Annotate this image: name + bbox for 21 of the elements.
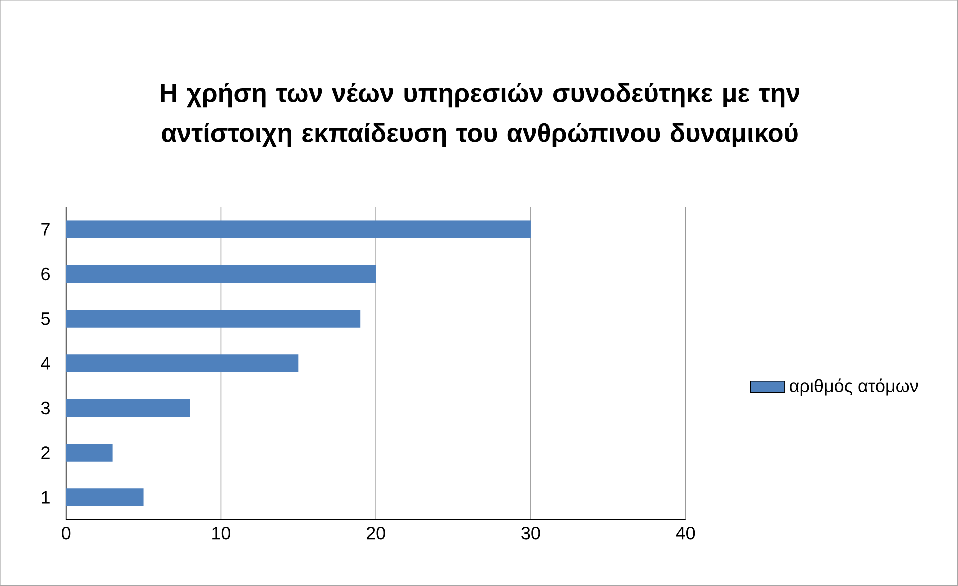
- y-tick-label: 7: [42, 223, 50, 236]
- y-tick-label: 1: [42, 491, 50, 504]
- bar: [66, 444, 113, 462]
- y-tick-label: 2: [42, 446, 50, 460]
- x-tick-label: 20: [366, 526, 386, 540]
- y-tick-label: 6: [42, 268, 50, 280]
- legend-label: αριθμός ατόμων: [790, 378, 918, 396]
- bar: [66, 220, 531, 238]
- bar: [66, 354, 299, 372]
- bar: [66, 488, 144, 506]
- x-tick-label: 0: [62, 526, 71, 540]
- x-tick-label: 10: [212, 526, 231, 540]
- y-tick-label: 3: [41, 402, 50, 415]
- x-tick-label: 40: [676, 526, 696, 540]
- x-tick-label: 30: [522, 526, 540, 540]
- bar: [66, 399, 190, 418]
- bar: [66, 310, 361, 328]
- chart-title: Η χρήση των νέων υπηρεσιών συνοδεύτηκε με την αντίστοιχη εκπαίδευση του ανθρώπινου δυναμικού: [161, 82, 800, 148]
- bar: [66, 265, 376, 284]
- y-tick-label: 5: [41, 312, 50, 326]
- y-tick-label: 4: [41, 357, 50, 370]
